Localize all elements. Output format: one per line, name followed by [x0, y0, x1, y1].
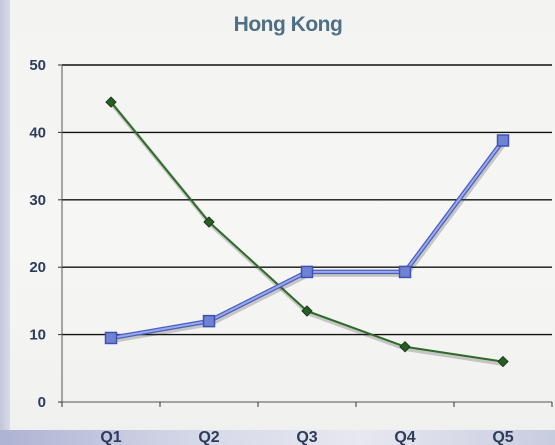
bottom-decorative-band — [0, 430, 555, 445]
data-point — [104, 331, 118, 345]
data-point — [105, 96, 117, 108]
series-line — [110, 101, 504, 363]
x-tick-label: Q2 — [198, 429, 219, 445]
data-point — [398, 265, 412, 279]
x-tick-label: Q5 — [492, 429, 513, 445]
x-tick-label: Q4 — [394, 429, 415, 445]
data-point — [203, 216, 215, 228]
data-point — [202, 314, 216, 328]
x-tick-label: Q3 — [296, 429, 317, 445]
y-tick-label: 10 — [29, 327, 46, 344]
y-tick-label: 0 — [38, 394, 46, 411]
y-tick-label: 30 — [29, 192, 46, 209]
data-point — [300, 265, 314, 279]
series-line-shadow — [110, 103, 505, 367]
x-tick-label: Q1 — [100, 429, 121, 445]
data-point — [399, 341, 411, 353]
series-1 — [105, 96, 509, 368]
axis-layer — [58, 64, 553, 407]
y-tick-label: 20 — [29, 259, 46, 276]
data-point — [497, 355, 509, 368]
data-point — [496, 134, 510, 147]
y-tick-label: 50 — [29, 57, 46, 74]
series-2 — [104, 134, 510, 345]
label-layer: 0 10 20 30 40 50 Q1 Q2 Q3 Q4 Q5 — [29, 57, 513, 445]
series-layer — [104, 96, 510, 368]
grid-layer — [62, 64, 552, 336]
y-tick-label: 40 — [29, 124, 46, 141]
left-decorative-strip — [0, 0, 10, 445]
data-point — [301, 305, 313, 317]
chart-title: Hong Kong — [234, 13, 343, 36]
